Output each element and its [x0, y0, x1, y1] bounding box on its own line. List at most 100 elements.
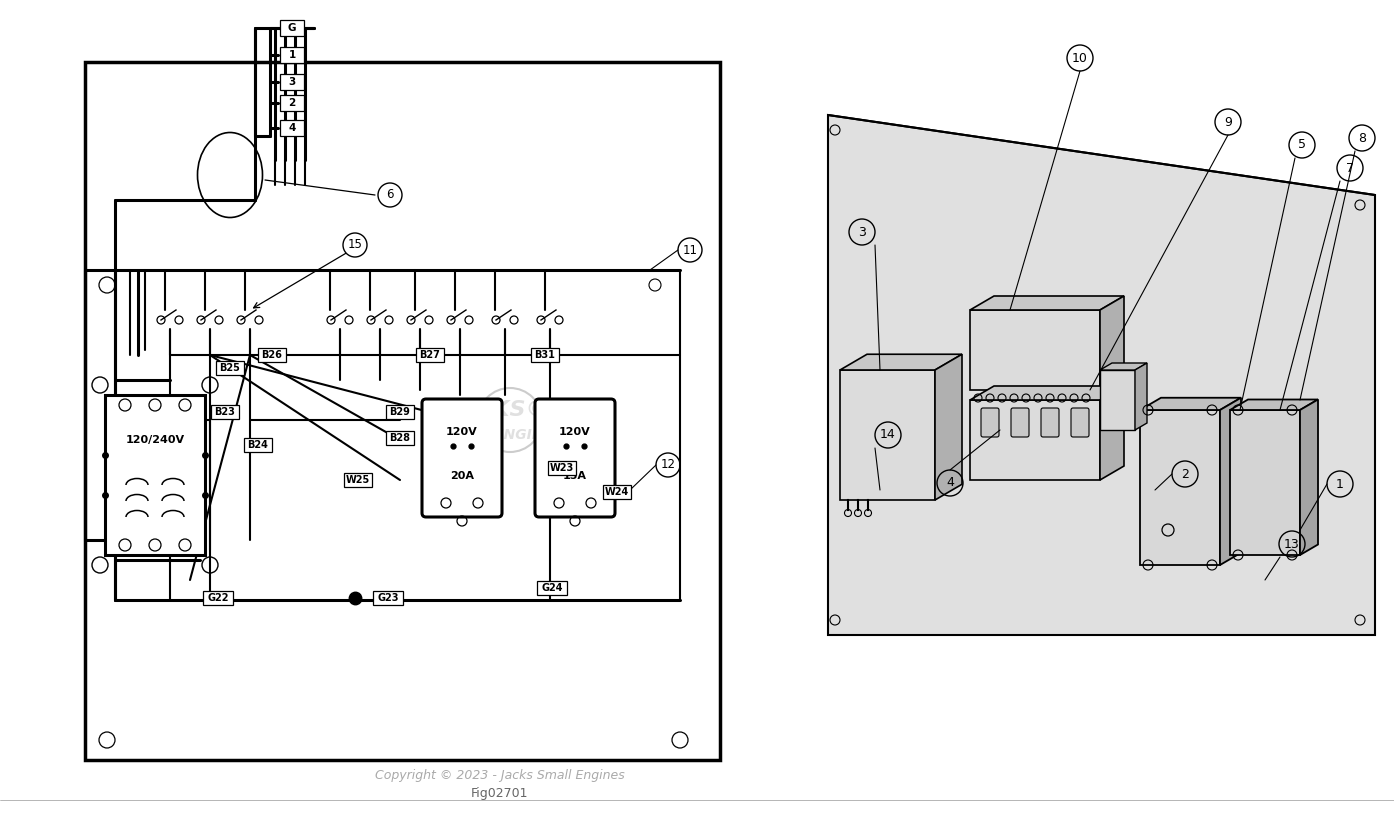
FancyBboxPatch shape: [280, 20, 304, 36]
Text: 2: 2: [1181, 468, 1189, 480]
Circle shape: [510, 316, 519, 324]
FancyBboxPatch shape: [210, 405, 238, 419]
Text: Copyright © 2023 - Jacks Small Engines: Copyright © 2023 - Jacks Small Engines: [375, 768, 625, 781]
Bar: [105, 395, 205, 555]
Text: B27: B27: [420, 350, 441, 360]
Text: 120V: 120V: [446, 427, 478, 437]
Polygon shape: [1230, 399, 1317, 410]
Circle shape: [197, 316, 205, 324]
Text: 4: 4: [947, 477, 953, 489]
FancyBboxPatch shape: [374, 591, 403, 605]
Circle shape: [492, 316, 500, 324]
Polygon shape: [1100, 296, 1124, 390]
FancyBboxPatch shape: [981, 408, 999, 437]
Circle shape: [555, 316, 563, 324]
Text: 11: 11: [683, 244, 697, 257]
Text: B23: B23: [215, 407, 236, 417]
Text: 120/240V: 120/240V: [125, 435, 184, 445]
Text: B28: B28: [389, 433, 410, 443]
Text: G24: G24: [541, 583, 563, 593]
Text: 1: 1: [1335, 478, 1344, 491]
FancyBboxPatch shape: [537, 581, 567, 595]
Text: 9: 9: [1224, 115, 1232, 128]
Text: 1: 1: [289, 50, 296, 60]
Circle shape: [328, 316, 335, 324]
Text: B24: B24: [248, 440, 269, 450]
FancyBboxPatch shape: [344, 473, 372, 487]
Polygon shape: [935, 354, 962, 500]
Polygon shape: [1140, 398, 1241, 410]
Text: G23: G23: [378, 593, 399, 603]
Circle shape: [344, 316, 353, 324]
Text: 12: 12: [661, 459, 676, 471]
FancyBboxPatch shape: [531, 348, 559, 362]
Circle shape: [425, 316, 434, 324]
Text: 7: 7: [1347, 161, 1354, 174]
Circle shape: [255, 316, 263, 324]
Circle shape: [215, 316, 223, 324]
Text: W23: W23: [549, 463, 574, 473]
Polygon shape: [1100, 370, 1135, 430]
Circle shape: [447, 316, 454, 324]
FancyBboxPatch shape: [280, 74, 304, 90]
Circle shape: [407, 316, 415, 324]
Polygon shape: [841, 370, 935, 500]
FancyBboxPatch shape: [280, 47, 304, 63]
Circle shape: [385, 316, 393, 324]
Text: 20A: 20A: [450, 471, 474, 481]
Text: 15: 15: [347, 239, 362, 251]
Circle shape: [537, 316, 545, 324]
Polygon shape: [1301, 399, 1317, 555]
FancyBboxPatch shape: [280, 120, 304, 136]
FancyBboxPatch shape: [548, 461, 576, 475]
FancyBboxPatch shape: [258, 348, 286, 362]
FancyBboxPatch shape: [1071, 408, 1089, 437]
FancyBboxPatch shape: [535, 399, 615, 517]
Text: 5: 5: [1298, 138, 1306, 151]
Text: B31: B31: [534, 350, 555, 360]
Text: B25: B25: [220, 363, 240, 373]
Text: Fig02701: Fig02701: [471, 786, 528, 799]
Text: 4: 4: [289, 123, 296, 133]
Text: 3: 3: [289, 77, 296, 87]
Text: 3: 3: [859, 226, 866, 239]
Text: 8: 8: [1358, 132, 1366, 145]
Text: G: G: [287, 23, 297, 33]
Polygon shape: [970, 310, 1100, 390]
Polygon shape: [1135, 363, 1147, 430]
FancyBboxPatch shape: [204, 591, 233, 605]
Polygon shape: [1230, 410, 1301, 555]
FancyBboxPatch shape: [1011, 408, 1029, 437]
FancyBboxPatch shape: [216, 361, 244, 375]
Text: JACKS©: JACKS©: [452, 400, 548, 420]
FancyBboxPatch shape: [415, 348, 445, 362]
Polygon shape: [970, 400, 1100, 480]
Text: 13: 13: [1284, 537, 1299, 551]
Text: B29: B29: [389, 407, 410, 417]
FancyBboxPatch shape: [422, 399, 502, 517]
Circle shape: [367, 316, 375, 324]
Polygon shape: [841, 354, 962, 370]
Text: SMALL ENGINES: SMALL ENGINES: [438, 428, 563, 442]
Bar: [85, 62, 719, 760]
Text: G22: G22: [208, 593, 229, 603]
FancyBboxPatch shape: [604, 485, 631, 499]
Polygon shape: [1220, 398, 1241, 565]
Polygon shape: [970, 296, 1124, 310]
Polygon shape: [1100, 363, 1147, 370]
Circle shape: [158, 316, 164, 324]
Text: 6: 6: [386, 188, 393, 201]
FancyBboxPatch shape: [386, 405, 414, 419]
FancyBboxPatch shape: [280, 95, 304, 111]
Text: W25: W25: [346, 475, 371, 485]
Polygon shape: [970, 386, 1124, 400]
Text: 2: 2: [289, 98, 296, 108]
Text: W24: W24: [605, 487, 629, 497]
Circle shape: [237, 316, 245, 324]
Text: 14: 14: [880, 429, 896, 442]
Circle shape: [1163, 524, 1174, 536]
FancyBboxPatch shape: [1041, 408, 1059, 437]
Text: 15A: 15A: [563, 471, 587, 481]
Polygon shape: [1100, 386, 1124, 480]
FancyBboxPatch shape: [386, 431, 414, 445]
